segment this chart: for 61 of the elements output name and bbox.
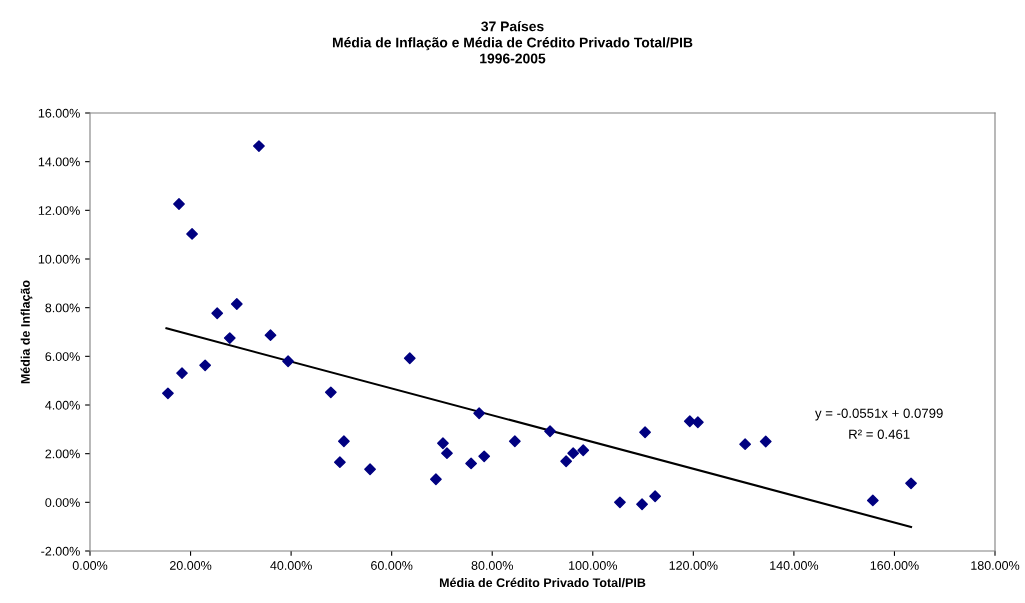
point	[683, 415, 696, 428]
point	[441, 447, 453, 460]
point	[162, 387, 174, 400]
point	[338, 435, 350, 448]
point	[866, 494, 879, 507]
point	[324, 386, 337, 399]
y-tick-label: 8.00%	[45, 303, 80, 313]
point	[614, 496, 626, 509]
x-tick-label: 80.00%	[471, 561, 513, 570]
x-tick-label: 180.00%	[971, 561, 1020, 570]
y-axis-title: Média de Inflação	[20, 280, 33, 384]
annotation: R² = 0.461	[849, 429, 910, 439]
y-tick-label: 6.00%	[45, 352, 80, 361]
y-tick-label: 0.00%	[45, 498, 80, 507]
point	[173, 198, 185, 210]
y-tick-label: -2.00%	[41, 546, 80, 556]
point	[465, 457, 477, 470]
chart-title: 37 Países Média de Inflação e Média de Crédito Privado Total/PIB 1996-2005	[332, 20, 693, 64]
y-tick-label: 16.00%	[38, 108, 80, 118]
point	[364, 463, 376, 476]
x-tick-label: 60.00%	[371, 561, 413, 570]
point	[199, 359, 212, 372]
point	[567, 447, 580, 460]
x-tick-label: 100.00%	[569, 561, 618, 570]
point	[759, 435, 772, 448]
point	[223, 332, 236, 344]
y-tick-label: 12.00%	[38, 206, 80, 215]
point	[211, 307, 224, 320]
point	[437, 437, 449, 450]
point	[253, 140, 265, 152]
point	[577, 444, 590, 457]
point	[560, 455, 573, 468]
x-tick-label: 0.00%	[72, 561, 108, 570]
y-tick-label: 2.00%	[45, 449, 80, 459]
point	[739, 438, 752, 451]
point	[176, 367, 188, 380]
point	[639, 426, 651, 439]
x-axis-title: Média de Crédito Privado Total/PIB	[439, 577, 646, 588]
x-tick-label: 120.00%	[669, 561, 718, 570]
y-tick-label: 10.00%	[38, 254, 80, 264]
x-tick-label: 20.00%	[169, 561, 212, 570]
x-tick-label: 160.00%	[870, 561, 919, 570]
point	[230, 298, 243, 310]
point	[508, 435, 521, 448]
point	[544, 425, 556, 438]
point	[649, 490, 662, 503]
x-tick-label: 140.00%	[770, 561, 819, 570]
point	[282, 355, 294, 368]
point	[473, 407, 486, 420]
point	[403, 352, 416, 365]
point	[430, 473, 442, 486]
point	[264, 329, 277, 342]
point	[478, 450, 491, 463]
y-tick-label: 4.00%	[45, 400, 80, 410]
y-tick-label: 14.00%	[38, 157, 80, 167]
point	[905, 477, 917, 490]
point	[333, 456, 346, 469]
point	[186, 228, 198, 240]
annotation: y = -0.0551x + 0.0799	[815, 408, 943, 421]
point	[636, 498, 648, 511]
x-tick-label: 40.00%	[270, 561, 312, 570]
